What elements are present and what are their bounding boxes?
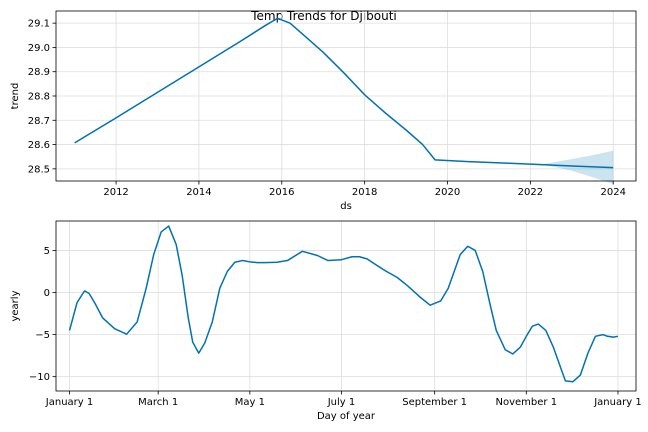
trend-ticks: 2012 2014 2016 2018 2020 2022 2024 28.5 28.6 28.7… — [28, 19, 626, 198]
y-tick-label: 28.7 — [28, 116, 50, 127]
y-tick-label: 28.8 — [28, 92, 50, 103]
trend-x-axis-label: ds — [340, 201, 352, 212]
trend-grid — [56, 11, 636, 181]
x-tick-label: 2020 — [435, 187, 460, 198]
y-tick-label: 29.0 — [28, 43, 50, 54]
x-tick-label: 2024 — [600, 187, 625, 198]
yearly-panel: January 1 March 1 May 1 July 1 September 1 No… — [10, 220, 642, 422]
y-tick-label: 28.9 — [28, 67, 50, 78]
trend-line — [74, 17, 614, 169]
yearly-axes-frame — [55, 220, 637, 392]
y-tick-label: −5 — [35, 330, 50, 341]
x-tick-label: 2012 — [103, 187, 128, 198]
x-tick-label: January 1 — [593, 397, 641, 408]
uncertainty-band — [538, 150, 614, 185]
yearly-line — [68, 225, 619, 383]
x-tick-label: 2016 — [269, 187, 294, 198]
x-tick-label: September 1 — [402, 397, 467, 408]
y-tick-label: 28.5 — [28, 164, 50, 175]
x-tick-label: 2014 — [186, 187, 211, 198]
figure-title: Temp Trends for Djibouti — [250, 9, 397, 23]
y-tick-label: −10 — [29, 372, 50, 383]
y-tick-label: 0 — [44, 288, 50, 299]
yearly-x-axis-label: Day of year — [317, 411, 376, 422]
yearly-grid — [56, 221, 636, 391]
x-tick-label: March 1 — [138, 397, 178, 408]
x-tick-label: 2022 — [518, 187, 543, 198]
y-tick-label: 28.6 — [28, 140, 50, 151]
y-tick-label: 29.1 — [28, 19, 50, 30]
x-tick-label: July 1 — [327, 397, 356, 408]
yearly-ticks: January 1 March 1 May 1 July 1 September 1 No… — [29, 246, 642, 408]
x-tick-label: 2018 — [352, 187, 377, 198]
trend-panel: 2012 2014 2016 2018 2020 2022 2024 28.5 28.6 28.7… — [10, 10, 637, 212]
trend-y-axis-label: trend — [10, 83, 21, 110]
y-tick-label: 5 — [44, 246, 50, 257]
yearly-y-axis-label: yearly — [10, 290, 21, 321]
yearly-marks — [68, 225, 619, 383]
x-tick-label: January 1 — [45, 397, 93, 408]
x-tick-label: November 1 — [496, 397, 558, 408]
trend-marks — [74, 17, 614, 185]
x-tick-label: May 1 — [235, 397, 265, 408]
